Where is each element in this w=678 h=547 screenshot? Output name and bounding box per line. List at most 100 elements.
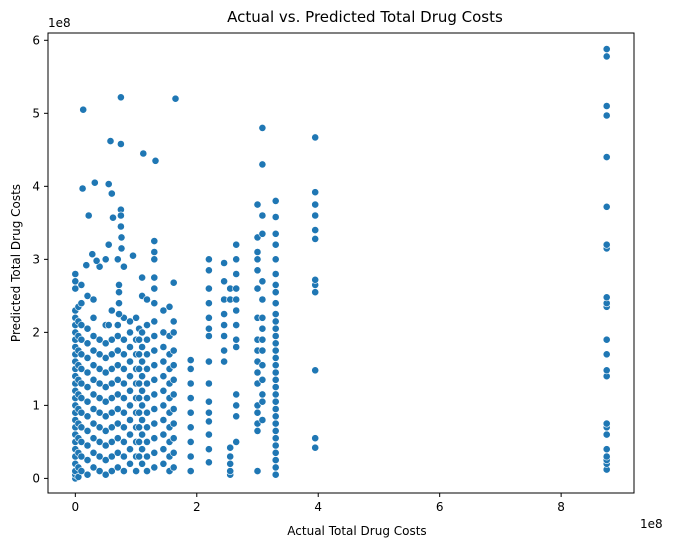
data-point <box>186 379 195 388</box>
data-point <box>271 434 280 443</box>
data-point <box>115 310 123 318</box>
data-point <box>159 459 168 468</box>
data-point <box>186 356 195 364</box>
data-point <box>104 180 113 188</box>
data-point <box>101 426 110 435</box>
data-point <box>169 405 178 413</box>
y-tick-label: 5 <box>32 106 40 120</box>
data-point <box>89 390 98 399</box>
data-point <box>159 343 168 351</box>
data-point <box>159 416 168 424</box>
data-point <box>271 448 280 457</box>
data-point <box>169 419 178 428</box>
data-point <box>117 211 125 220</box>
data-point <box>143 467 151 475</box>
data-point <box>95 364 104 373</box>
data-point <box>271 317 280 326</box>
data-point <box>139 149 148 158</box>
data-point <box>150 255 159 264</box>
data-point <box>253 426 262 435</box>
data-point <box>89 361 98 370</box>
data-point <box>271 213 280 221</box>
data-point <box>159 328 168 337</box>
data-point <box>271 397 280 406</box>
data-point <box>115 280 123 289</box>
data-point <box>169 278 178 287</box>
data-point <box>150 419 159 428</box>
data-point <box>204 430 213 439</box>
data-point <box>186 423 195 432</box>
data-point <box>220 259 228 267</box>
data-point <box>107 467 116 475</box>
data-point <box>120 335 128 344</box>
data-point <box>89 375 98 384</box>
data-point <box>107 335 116 344</box>
data-points <box>71 45 611 483</box>
data-point <box>83 353 92 362</box>
data-point <box>84 211 93 220</box>
data-point <box>83 383 92 391</box>
data-point <box>83 456 92 464</box>
x-tick-label: 6 <box>436 500 444 514</box>
data-point <box>129 251 137 260</box>
data-point <box>83 426 92 435</box>
data-point <box>602 445 611 454</box>
data-point <box>126 459 134 468</box>
data-point <box>258 124 267 132</box>
data-point <box>77 437 86 446</box>
data-point <box>132 313 140 322</box>
data-point <box>92 256 101 265</box>
data-point <box>109 213 117 222</box>
data-point <box>602 52 611 61</box>
data-point <box>258 390 267 399</box>
data-point <box>113 390 122 399</box>
data-point <box>83 339 92 348</box>
data-point <box>271 353 280 362</box>
data-point <box>169 317 178 326</box>
y-tick-label: 0 <box>32 471 40 485</box>
data-point <box>89 434 98 443</box>
data-point <box>186 467 195 475</box>
data-point <box>311 234 320 243</box>
data-point <box>95 408 104 417</box>
x-axis-label: Actual Total Drug Costs <box>287 524 426 538</box>
chart-title: Actual vs. Predicted Total Drug Costs <box>227 8 503 26</box>
data-point <box>226 467 235 475</box>
data-point <box>253 467 262 475</box>
data-point <box>126 372 134 381</box>
data-point <box>113 434 122 443</box>
y-tick-label: 1 <box>32 398 40 412</box>
data-point <box>602 430 611 439</box>
data-point <box>311 188 320 197</box>
data-point <box>220 332 228 340</box>
data-point <box>204 313 213 322</box>
data-point <box>95 335 104 344</box>
data-point <box>77 335 86 344</box>
x-tick-label: 4 <box>314 500 322 514</box>
data-point <box>89 448 98 457</box>
data-point <box>226 452 235 461</box>
data-point <box>204 397 213 406</box>
data-point <box>95 467 104 475</box>
data-point <box>95 423 104 432</box>
data-point <box>271 426 280 435</box>
data-point <box>204 445 213 454</box>
data-point <box>126 357 134 366</box>
data-point <box>138 343 146 351</box>
data-point <box>113 463 122 472</box>
data-point <box>253 255 262 264</box>
data-point <box>143 437 151 446</box>
data-point <box>232 390 241 399</box>
data-point <box>602 452 611 461</box>
data-point <box>253 248 262 256</box>
data-point <box>602 419 611 428</box>
data-point <box>220 321 228 329</box>
data-point <box>602 366 611 375</box>
data-point <box>204 255 213 264</box>
data-point <box>159 372 168 381</box>
data-point <box>253 284 262 293</box>
data-point <box>311 366 320 375</box>
data-point <box>138 459 146 468</box>
data-point <box>271 255 280 264</box>
data-point <box>104 321 113 329</box>
